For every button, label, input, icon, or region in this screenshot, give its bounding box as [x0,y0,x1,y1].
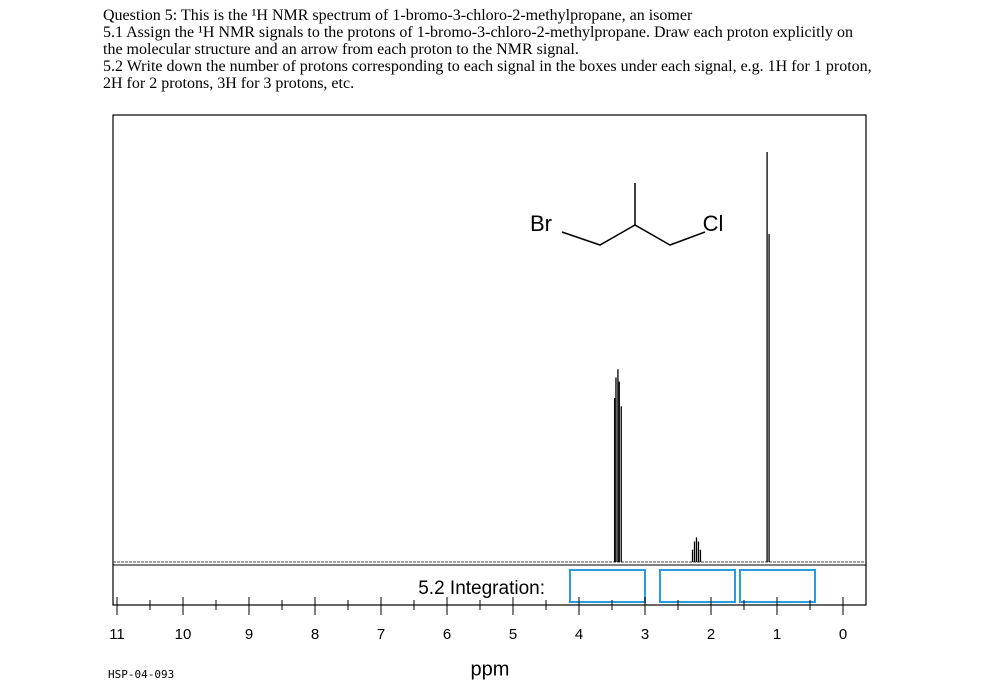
answer-box [569,569,646,603]
question-line: Question 5: This is the ¹H NMR spectrum … [103,7,693,24]
question-line: 5.2 Write down the number of protons cor… [103,58,872,92]
x-tick-label: 7 [377,626,385,643]
integration-label: 5.2 Integration: [418,578,545,599]
question: Question 5: This is the ¹H NMR spectrum … [103,7,873,92]
x-tick-label: 4 [575,626,583,643]
spectrum-code: HSP-04-093 [108,668,174,681]
x-tick-label: 2 [707,626,715,643]
x-tick-label: 3 [641,626,649,643]
x-tick-label: 8 [311,626,319,643]
skeleton [561,224,706,246]
x-tick-label: 5 [509,626,517,643]
molecule [561,183,706,246]
x-tick-label: 6 [443,626,451,643]
question-line: 5.1 Assign the ¹H NMR signals to the pro… [103,24,853,58]
x-tick-label: 11 [109,626,125,643]
answer-box [659,569,736,603]
plot-frame [112,114,867,606]
atom-label: Br [530,211,552,236]
x-tick-label: 0 [839,626,847,643]
x-tick-label: 10 [175,626,192,643]
atom-label: Cl [703,211,724,236]
integration-boxes [569,569,816,603]
x-tick-label: 1 [773,626,781,643]
x-axis-label: ppm [471,658,510,680]
x-tick-label: 9 [245,626,253,643]
